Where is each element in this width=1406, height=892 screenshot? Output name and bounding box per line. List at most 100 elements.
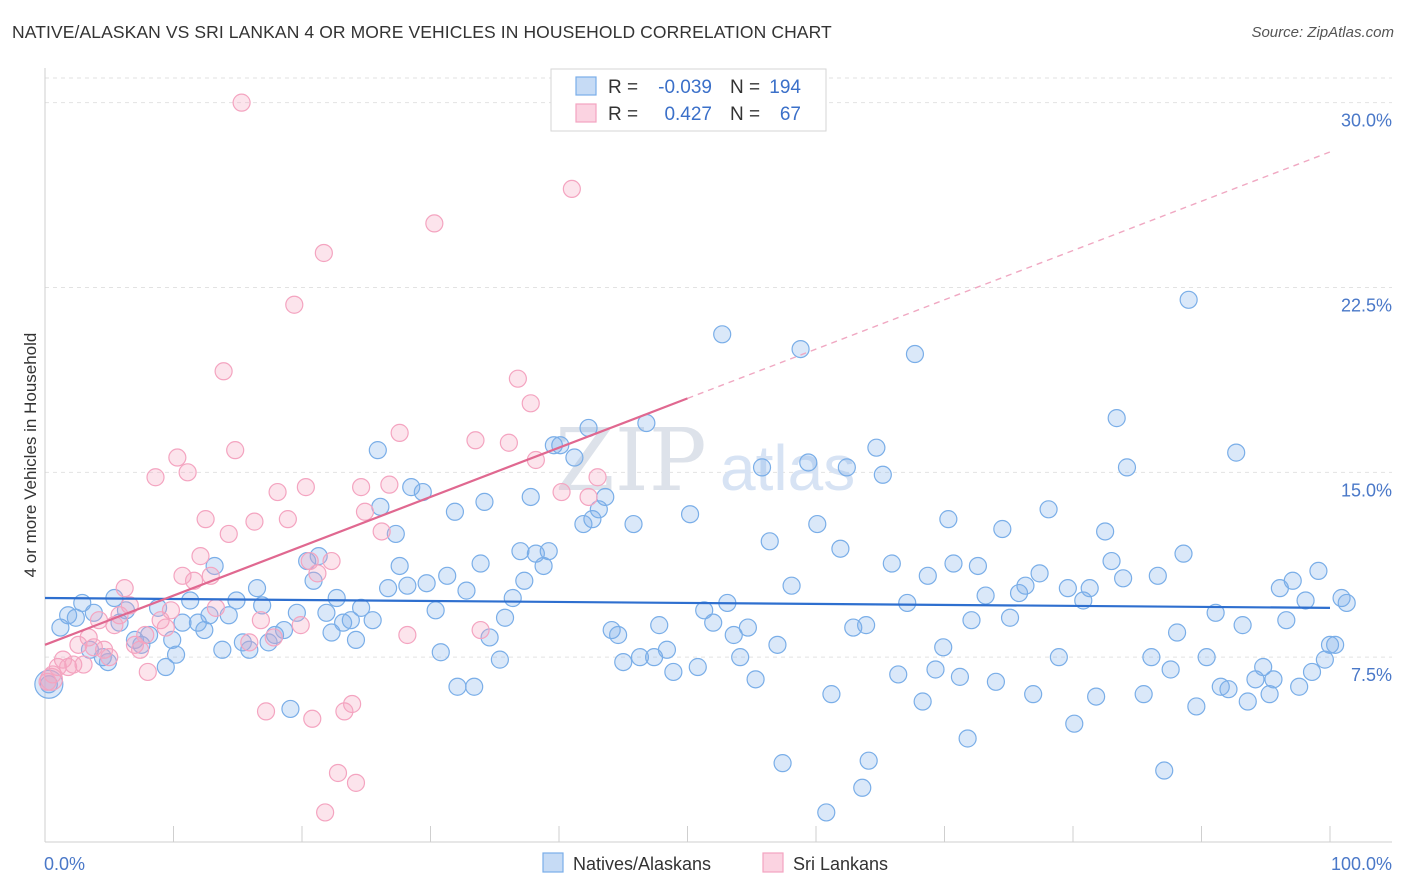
natives-alaskans-point-139 bbox=[1000, 608, 1020, 627]
natives-alaskans-point-58 bbox=[431, 643, 450, 662]
sri-lankans-point-59 bbox=[380, 475, 399, 494]
natives-alaskans-point-144 bbox=[1039, 500, 1058, 519]
natives-alaskans-point-14 bbox=[139, 625, 159, 645]
natives-alaskans-point-69 bbox=[503, 588, 522, 608]
natives-alaskans-point-104 bbox=[752, 458, 772, 477]
natives-alaskans-point-166 bbox=[1206, 603, 1225, 622]
natives-alaskans-point-41 bbox=[322, 623, 341, 642]
bottom-legend-swatch-blue bbox=[542, 852, 564, 873]
sri-lankans-point-6 bbox=[69, 635, 88, 654]
natives-alaskans-point-20 bbox=[181, 591, 200, 610]
legend-swatch-blue bbox=[575, 76, 597, 96]
sri-lankans-point-65 bbox=[499, 433, 518, 452]
natives-alaskans-point-171 bbox=[1238, 692, 1257, 711]
sri-lankans-point-25 bbox=[168, 448, 187, 467]
natives-alaskans-point-118 bbox=[857, 616, 876, 635]
natives-alaskans-point-19 bbox=[173, 613, 192, 632]
natives-alaskans-point-79 bbox=[574, 514, 593, 534]
natives-alaskans-point-103 bbox=[746, 670, 765, 689]
stats-legend: R = -0.039 N = 194 R = 0.427 N = 67 bbox=[550, 68, 827, 132]
natives-alaskans-point-60 bbox=[445, 502, 465, 521]
natives-alaskans-point-100 bbox=[724, 625, 743, 645]
sri-lankans-point-12 bbox=[100, 648, 119, 667]
natives-alaskans-point-146 bbox=[1058, 579, 1077, 598]
natives-alaskans-point-161 bbox=[1167, 623, 1187, 642]
sri-lankans-point-38 bbox=[245, 512, 264, 531]
natives-alaskans-point-97 bbox=[704, 613, 723, 632]
trend-lines bbox=[44, 151, 1331, 646]
natives-alaskans-point-87 bbox=[624, 514, 643, 534]
bottom-legend-label-sri-lankans: Sri Lankans bbox=[793, 854, 888, 874]
sri-lankans-point-34 bbox=[219, 524, 238, 544]
natives-alaskans-point-75 bbox=[539, 542, 558, 561]
sri-lankans-point-69 bbox=[552, 482, 571, 502]
natives-alaskans-point-48 bbox=[368, 441, 387, 460]
sri-lankans-point-64 bbox=[471, 620, 490, 640]
natives-alaskans-point-180 bbox=[1296, 591, 1315, 610]
natives-alaskans-point-92 bbox=[657, 640, 677, 659]
natives-alaskans-point-114 bbox=[831, 539, 850, 558]
sri-lankans-point-62 bbox=[425, 214, 444, 233]
natives-alaskans-point-115 bbox=[837, 458, 856, 477]
natives-alaskans-point-18 bbox=[166, 645, 186, 664]
series-legend: Natives/Alaskans Sri Lankans bbox=[542, 852, 888, 874]
natives-alaskans-point-44 bbox=[341, 611, 360, 630]
natives-alaskans-point-174 bbox=[1260, 685, 1279, 704]
sri-lankans-point-53 bbox=[335, 702, 354, 721]
gridlines bbox=[45, 77, 1392, 658]
sri-lankans-point-46 bbox=[296, 478, 315, 497]
bottom-legend-label-natives: Natives/Alaskans bbox=[573, 854, 711, 874]
natives-alaskans-point-57 bbox=[426, 601, 445, 620]
natives-alaskans-point-98 bbox=[713, 325, 732, 344]
natives-alaskans-point-91 bbox=[650, 616, 669, 635]
y-tick-label-0: 7.5% bbox=[1351, 665, 1392, 685]
y-axis-label: 4 or more Vehicles in Household bbox=[21, 333, 40, 578]
bottom-legend-swatch-pink bbox=[762, 852, 784, 873]
sri-lankans-point-35 bbox=[226, 441, 245, 460]
natives-alaskans-point-94 bbox=[680, 505, 700, 524]
natives-alaskans-point-85 bbox=[609, 625, 628, 645]
sri-lankans-point-39 bbox=[251, 611, 270, 630]
sri-lankans-point-60 bbox=[390, 423, 409, 442]
natives-alaskans-point-123 bbox=[889, 665, 908, 684]
natives-alaskans-point-42 bbox=[327, 588, 346, 608]
sri-lankans-point-27 bbox=[178, 463, 197, 482]
sri-lankans-point-58 bbox=[372, 522, 391, 541]
x-tick-label-1: 100.0% bbox=[1331, 854, 1392, 874]
natives-alaskans-point-182 bbox=[1309, 561, 1328, 581]
natives-alaskans-point-23 bbox=[200, 606, 219, 625]
natives-alaskans-point-53 bbox=[398, 576, 417, 595]
natives-alaskans-point-170 bbox=[1233, 616, 1252, 635]
trend-line-sri-lankans-extension bbox=[687, 151, 1331, 400]
legend-n-value-2: 67 bbox=[780, 104, 801, 125]
natives-alaskans-point-70 bbox=[511, 542, 530, 561]
sri-lankans-point-19 bbox=[136, 625, 155, 645]
sri-lankans-point-52 bbox=[328, 763, 348, 783]
trend-line-sri-lankans bbox=[44, 397, 688, 646]
natives-alaskans-point-34 bbox=[274, 620, 294, 640]
natives-alaskans-point-175 bbox=[1264, 670, 1283, 689]
natives-alaskans-point-127 bbox=[918, 566, 937, 585]
natives-alaskans-point-107 bbox=[773, 754, 792, 773]
sri-lankans-point-15 bbox=[115, 579, 134, 598]
natives-alaskans-point-110 bbox=[799, 453, 818, 472]
chart-title: NATIVE/ALASKAN VS SRI LANKAN 4 OR MORE V… bbox=[12, 22, 832, 42]
sri-lankans-point-33 bbox=[214, 362, 233, 381]
natives-alaskans-point-149 bbox=[1080, 579, 1099, 598]
natives-alaskans-point-163 bbox=[1179, 290, 1198, 309]
natives-alaskans-point-67 bbox=[490, 650, 509, 669]
legend-r-value-2: 0.427 bbox=[664, 104, 712, 125]
sri-lankans-point-26 bbox=[173, 566, 192, 585]
trend-line-natives-alaskans bbox=[44, 596, 1331, 609]
sri-lankans-point-40 bbox=[256, 702, 276, 721]
natives-alaskans-point-160 bbox=[1161, 660, 1180, 679]
sri-lankans-point-66 bbox=[508, 369, 527, 388]
natives-alaskans-point-72 bbox=[521, 487, 540, 507]
natives-alaskans-point-101 bbox=[731, 648, 750, 667]
natives-alaskans-point-111 bbox=[808, 514, 827, 534]
natives-alaskans-point-133 bbox=[958, 729, 977, 748]
y-tick-labels: 7.5% 15.0% 22.5% 30.0% bbox=[1341, 111, 1392, 686]
sri-lankans-point-36 bbox=[232, 93, 251, 112]
natives-alaskans-point-61 bbox=[448, 677, 467, 696]
